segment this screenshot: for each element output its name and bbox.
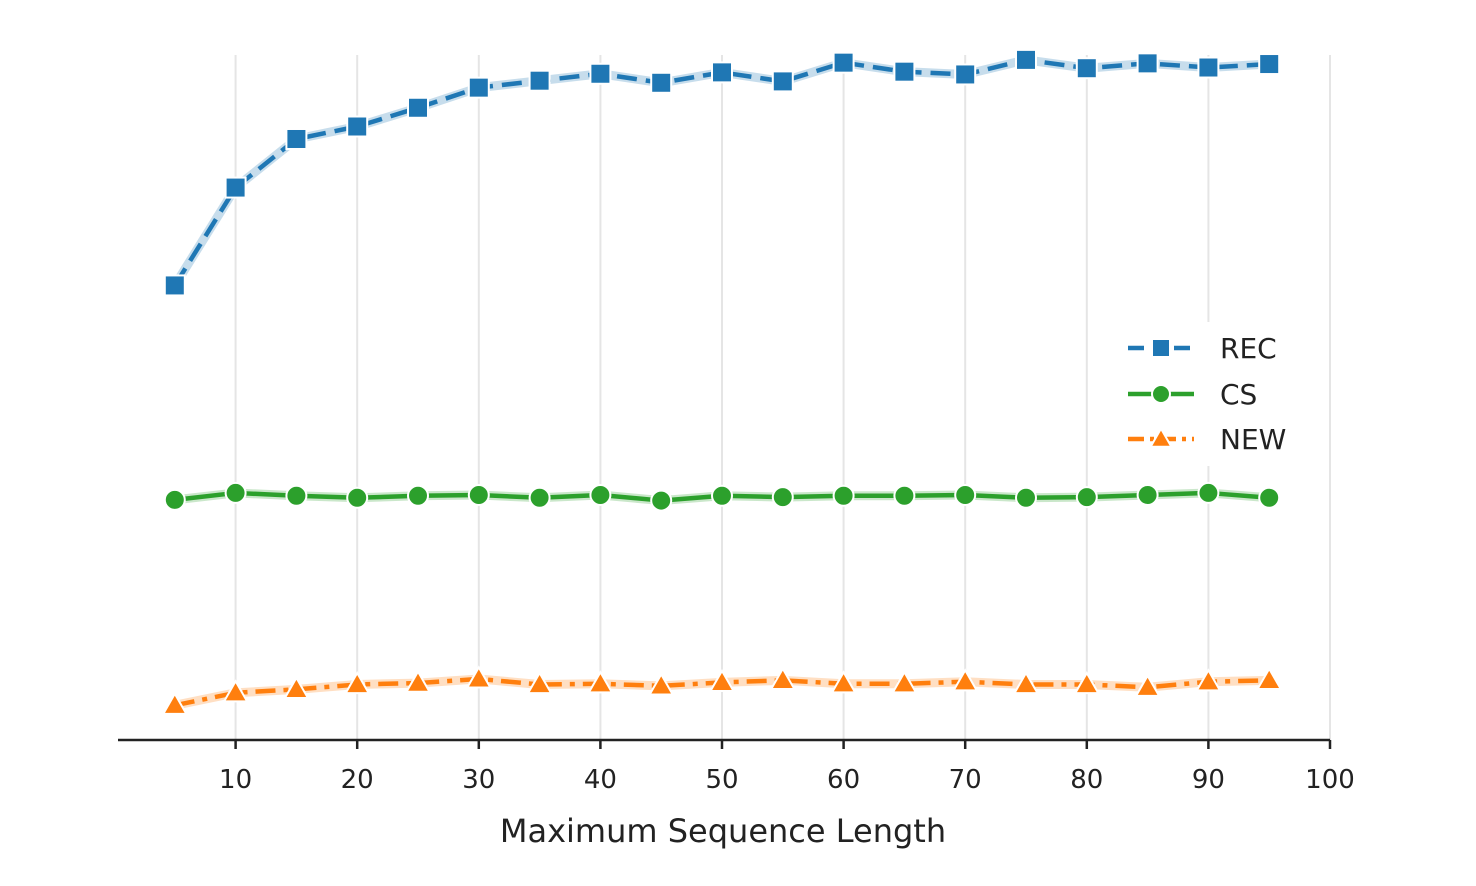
legend-item-cs: CS	[1128, 378, 1257, 411]
data-point	[1258, 53, 1281, 76]
x-tick-label: 50	[705, 765, 738, 795]
data-point	[467, 484, 490, 507]
data-point	[954, 484, 977, 507]
legend-marker	[1151, 338, 1171, 358]
data-point	[285, 127, 308, 150]
data-point	[528, 486, 551, 509]
data-point	[1197, 56, 1220, 79]
data-point	[650, 71, 673, 94]
x-tick-label: 40	[584, 765, 617, 795]
data-point	[771, 70, 794, 93]
x-tick-label: 20	[341, 765, 374, 795]
data-point	[830, 670, 857, 694]
data-point	[467, 76, 490, 99]
data-point	[224, 481, 247, 504]
x-tick-label: 70	[949, 765, 982, 795]
legend-label: REC	[1220, 332, 1277, 365]
data-point	[1075, 57, 1098, 80]
data-point	[1195, 668, 1222, 692]
data-point	[528, 69, 551, 92]
legend: REC CS NEW	[1112, 322, 1302, 466]
data-point	[771, 486, 794, 509]
legend-marker	[1148, 426, 1174, 448]
x-tick-label: 100	[1305, 765, 1355, 795]
x-axis-label: Maximum Sequence Length	[500, 812, 946, 850]
x-axis: 10 20 30 40 50 60 70 80 90 100	[118, 738, 1355, 795]
data-point	[711, 484, 733, 507]
legend-label: CS	[1220, 378, 1257, 411]
x-tick-label: 90	[1192, 765, 1225, 795]
data-point	[1134, 673, 1161, 697]
data-point	[650, 489, 673, 512]
series-rec	[163, 48, 1281, 297]
data-point	[769, 666, 797, 690]
legend-marker	[1151, 384, 1171, 404]
legend-item-rec: REC	[1128, 332, 1277, 365]
data-point	[161, 691, 189, 715]
x-tick-label: 10	[219, 765, 252, 795]
legend-item-new: NEW	[1128, 423, 1286, 456]
data-point	[1136, 52, 1159, 75]
data-point	[222, 679, 249, 703]
data-point	[224, 176, 247, 199]
data-point	[589, 484, 612, 507]
data-point	[407, 96, 429, 119]
data-point	[832, 51, 855, 74]
data-point	[832, 484, 855, 507]
data-point	[893, 60, 916, 83]
series-cs	[163, 481, 1281, 512]
data-point	[708, 668, 736, 693]
data-point	[407, 484, 429, 507]
data-point	[1015, 48, 1037, 71]
data-point	[1255, 666, 1283, 690]
data-point	[163, 274, 186, 297]
data-point	[1136, 484, 1159, 507]
data-point	[285, 484, 308, 507]
data-point	[1012, 670, 1040, 695]
data-point	[1197, 481, 1220, 504]
data-point	[1015, 486, 1037, 509]
data-point	[163, 488, 186, 511]
plot-area	[161, 48, 1283, 715]
x-tick-label: 60	[827, 765, 860, 795]
data-point	[587, 670, 614, 694]
data-point	[404, 669, 432, 693]
data-point	[283, 675, 310, 699]
data-point	[711, 61, 733, 84]
x-tick-label: 30	[462, 765, 495, 795]
data-point	[954, 63, 977, 86]
data-point	[891, 670, 918, 694]
x-tick-label: 80	[1070, 765, 1103, 795]
data-point	[1073, 670, 1101, 695]
data-point	[343, 670, 371, 695]
data-point	[893, 484, 916, 507]
data-point	[951, 668, 979, 692]
data-point	[465, 665, 493, 689]
data-point	[526, 670, 553, 695]
data-point	[346, 115, 369, 138]
data-point	[1075, 486, 1098, 509]
data-point	[1258, 486, 1281, 509]
legend-label: NEW	[1220, 423, 1286, 456]
series-new	[161, 665, 1283, 715]
data-point	[346, 486, 369, 509]
data-point	[589, 62, 612, 85]
data-point	[647, 672, 675, 696]
